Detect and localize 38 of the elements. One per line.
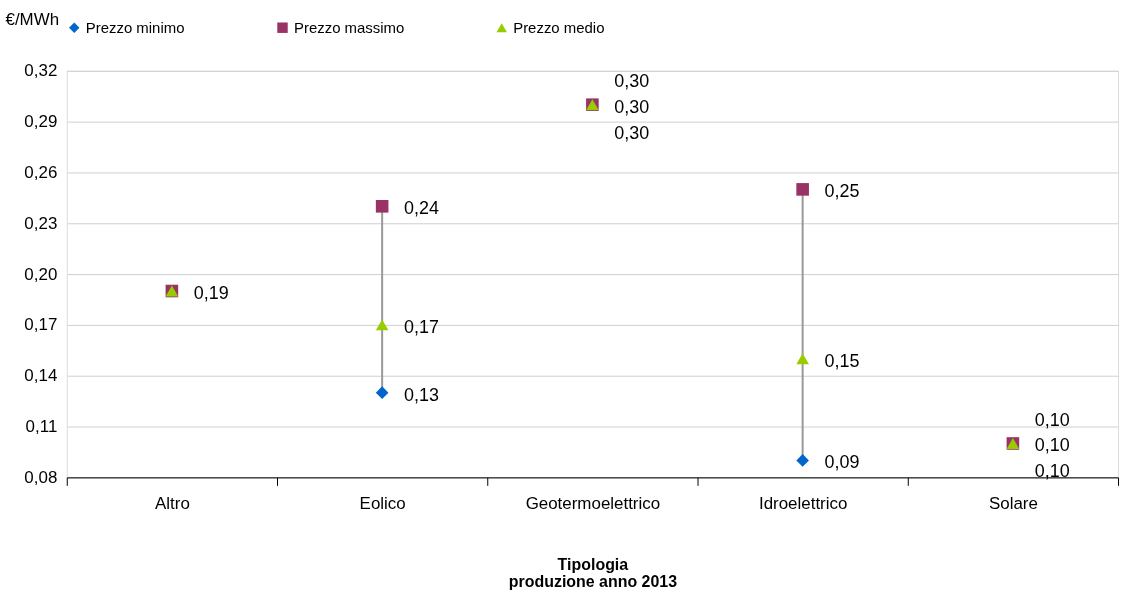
- x-tick-label: Idroelettrico: [758, 493, 848, 513]
- y-tick-label: 0,11: [25, 417, 58, 437]
- annotation: 0,30: [614, 122, 650, 143]
- point: [796, 353, 809, 365]
- y-tick-label: 0,20: [24, 264, 58, 284]
- point: [375, 319, 389, 331]
- point: [375, 200, 389, 213]
- y-tick-label: 0,08: [24, 467, 58, 487]
- y-tick-label: 0,29: [24, 112, 58, 132]
- y-axis-title: €/MWh: [5, 10, 60, 30]
- annotation: 0,10: [1034, 461, 1070, 482]
- y-tick-label: 0,26: [24, 162, 58, 182]
- data-label: 0,25: [824, 181, 860, 202]
- legend-label: Prezzo massimo: [293, 18, 405, 36]
- data-label: 0,17: [404, 316, 439, 337]
- y-tick-label: 0,17: [24, 315, 58, 335]
- data-label: 0,09: [824, 452, 860, 473]
- data-label: 0,10: [1034, 409, 1070, 430]
- data-label: 0,30: [614, 70, 650, 91]
- y-tick-label: 0,14: [24, 366, 58, 386]
- point: [796, 183, 809, 196]
- x-tick-label: Solare: [988, 493, 1038, 513]
- legend-label: Prezzo medio: [513, 18, 605, 36]
- y-tick-label: 0,23: [24, 213, 58, 233]
- data-label: 0,15: [824, 350, 860, 371]
- point: [375, 386, 389, 399]
- point: [796, 454, 809, 467]
- y-tick-label: 0,32: [24, 61, 58, 81]
- data-label: 0,13: [404, 384, 439, 405]
- data-label: 0,24: [404, 198, 439, 219]
- x-tick-label: Eolico: [359, 493, 406, 513]
- data-label: 0,30: [614, 96, 650, 117]
- legend-label: Prezzo minimo: [85, 18, 185, 36]
- data-label: 0,19: [193, 283, 229, 303]
- data-label: 0,10: [1034, 435, 1070, 456]
- x-tick-label: Altro: [154, 493, 190, 513]
- x-tick-label: Geotermoelettrico: [525, 493, 661, 513]
- x-axis-title: Tipologia produzione anno 2013: [508, 555, 678, 591]
